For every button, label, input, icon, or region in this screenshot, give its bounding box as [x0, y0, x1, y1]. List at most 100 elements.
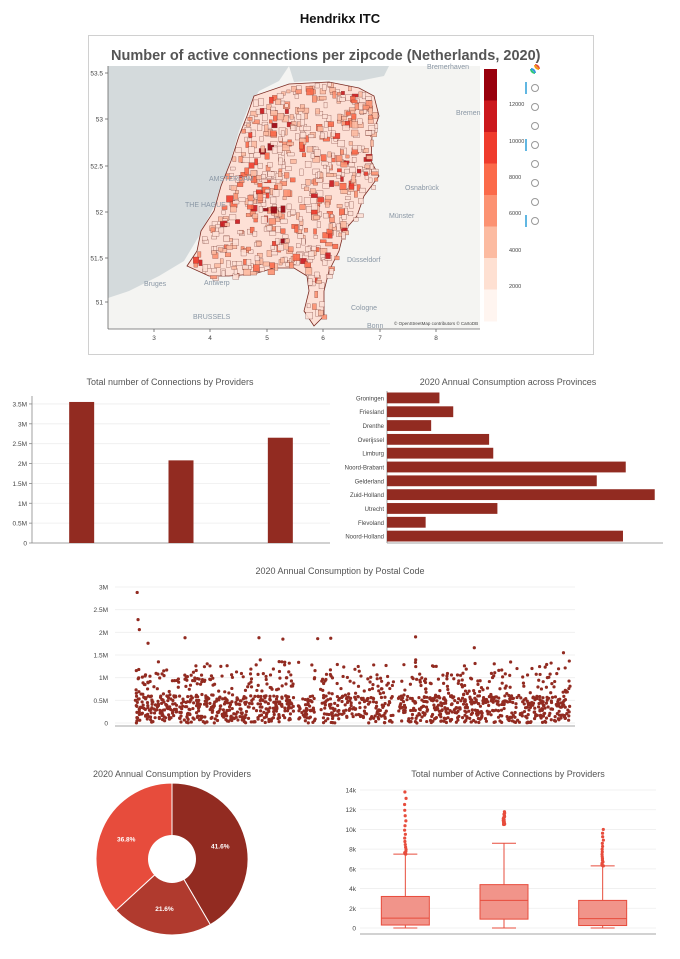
scatter-point — [446, 687, 450, 692]
provinces-bar-chart[interactable]: Groningen Friesland Drenthe Overijssel Limbu… — [340, 388, 670, 553]
tool-glyph — [531, 198, 539, 206]
provinces-bar-title: 2020 Annual Consumption across Provinces — [419, 377, 597, 387]
hbar — [387, 406, 454, 418]
scatter-point — [273, 705, 278, 710]
zipcode-cell — [329, 180, 335, 187]
scatter-point — [442, 701, 446, 705]
scatter-point — [335, 681, 339, 686]
zoom-in-icon[interactable] — [531, 179, 539, 187]
scatter-point — [171, 698, 175, 703]
scatter-point — [197, 698, 201, 702]
logo-icon[interactable] — [530, 64, 540, 74]
scatter-point — [436, 677, 441, 681]
scatter-point — [418, 672, 422, 676]
scatter-point — [266, 708, 270, 712]
providers-bar-chart[interactable]: 0 0.5M 1M 1.5M 2M 2.5M 3M 3.5M — [0, 388, 340, 553]
map-y-tick-label: 53.5 — [90, 71, 103, 78]
zipcode-cell — [257, 182, 263, 188]
scatter-point — [194, 664, 198, 668]
scatter-point — [167, 717, 172, 721]
scatter-point — [541, 704, 546, 708]
scatter-point — [547, 675, 551, 679]
scatter-point — [470, 711, 475, 715]
scatter-point — [137, 697, 141, 701]
scatter-point — [454, 706, 458, 710]
zipcode-cell — [298, 196, 303, 203]
zipcode-cell — [260, 145, 265, 153]
zipcode-cell — [285, 166, 292, 171]
scatter-point — [225, 664, 229, 668]
box-outlier — [502, 810, 507, 814]
lasso-icon[interactable] — [531, 122, 539, 130]
scatter-point — [457, 679, 461, 683]
box-zoom-icon[interactable] — [531, 103, 539, 111]
providers-box-chart[interactable]: 0 2k 4k 6k 8k 10k 12k 14k — [330, 780, 670, 940]
scatter-point — [348, 696, 353, 700]
scatter-point — [170, 679, 175, 683]
scatter-point — [425, 695, 429, 699]
reset-icon[interactable] — [531, 160, 539, 168]
zipcode-cell — [306, 303, 311, 309]
choropleth-map[interactable]: Number of active connections per zipcode… — [89, 36, 595, 356]
zipcode-cell — [193, 256, 199, 264]
scatter-point — [452, 677, 456, 681]
scatter-outlier — [137, 628, 141, 632]
zipcode-cell — [211, 268, 217, 273]
scatter-point — [444, 707, 448, 711]
scatter-point — [414, 716, 418, 720]
scatter-point — [536, 705, 541, 709]
zipcode-cell — [305, 179, 311, 186]
wheel-zoom-icon[interactable] — [525, 139, 539, 151]
scatter-point — [473, 696, 477, 700]
zipcode-cell — [278, 136, 283, 142]
zipcode-cell — [259, 258, 264, 265]
scatter-point — [208, 701, 212, 705]
zipcode-cell — [369, 163, 374, 170]
scatter-point — [268, 694, 272, 698]
zipcode-cell — [237, 182, 244, 187]
scatter-point — [352, 681, 356, 685]
map-y-tick-label: 53 — [96, 117, 104, 124]
zipcode-cell — [286, 203, 292, 210]
scatter-point — [378, 692, 382, 696]
category-label: Flevoland — [358, 521, 384, 527]
scatter-point — [247, 701, 252, 705]
scatter-point — [287, 670, 291, 674]
zipcode-cell — [351, 120, 359, 129]
scatter-point — [491, 709, 496, 713]
postal-scatter-chart[interactable]: 0 0.5M 1M 1.5M 2M 2.5M 3M — [80, 577, 600, 737]
box-outlier — [601, 835, 605, 839]
scatter-point — [303, 719, 307, 723]
zipcode-cell — [321, 161, 329, 166]
scatter-point — [186, 717, 190, 721]
category-label: Noord-Holland — [345, 535, 384, 541]
scatter-point — [134, 694, 139, 698]
hover-icon[interactable] — [525, 215, 539, 227]
scatter-point — [391, 680, 396, 684]
scatter-point — [308, 704, 312, 708]
zipcode-cell — [270, 130, 277, 137]
y-tick-label: 2.5M — [94, 607, 108, 614]
scatter-point — [423, 677, 428, 681]
scatter-point — [445, 677, 449, 681]
y-tick-label: 14k — [346, 788, 357, 795]
scatter-point — [358, 714, 363, 719]
category-label: Drenthe — [363, 424, 385, 430]
colorbar-tick-label: 2000 — [509, 284, 521, 290]
zipcode-cell — [270, 110, 278, 116]
scatter-point — [413, 660, 418, 665]
zipcode-cell — [341, 214, 347, 220]
pan-icon[interactable] — [525, 82, 539, 94]
scatter-point — [445, 684, 450, 688]
scatter-point — [267, 719, 271, 724]
scatter-point — [375, 673, 379, 677]
providers-pie-chart[interactable]: 41.6% 21.6% 36.8% — [90, 780, 255, 940]
scatter-point — [134, 688, 138, 692]
zipcode-cell — [245, 246, 251, 251]
scatter-point — [227, 705, 232, 709]
scatter-point — [406, 694, 410, 699]
zoom-out-icon[interactable] — [531, 198, 539, 206]
scatter-point — [565, 712, 569, 716]
scatter-point — [222, 702, 227, 706]
y-tick-label: 10k — [346, 827, 357, 834]
